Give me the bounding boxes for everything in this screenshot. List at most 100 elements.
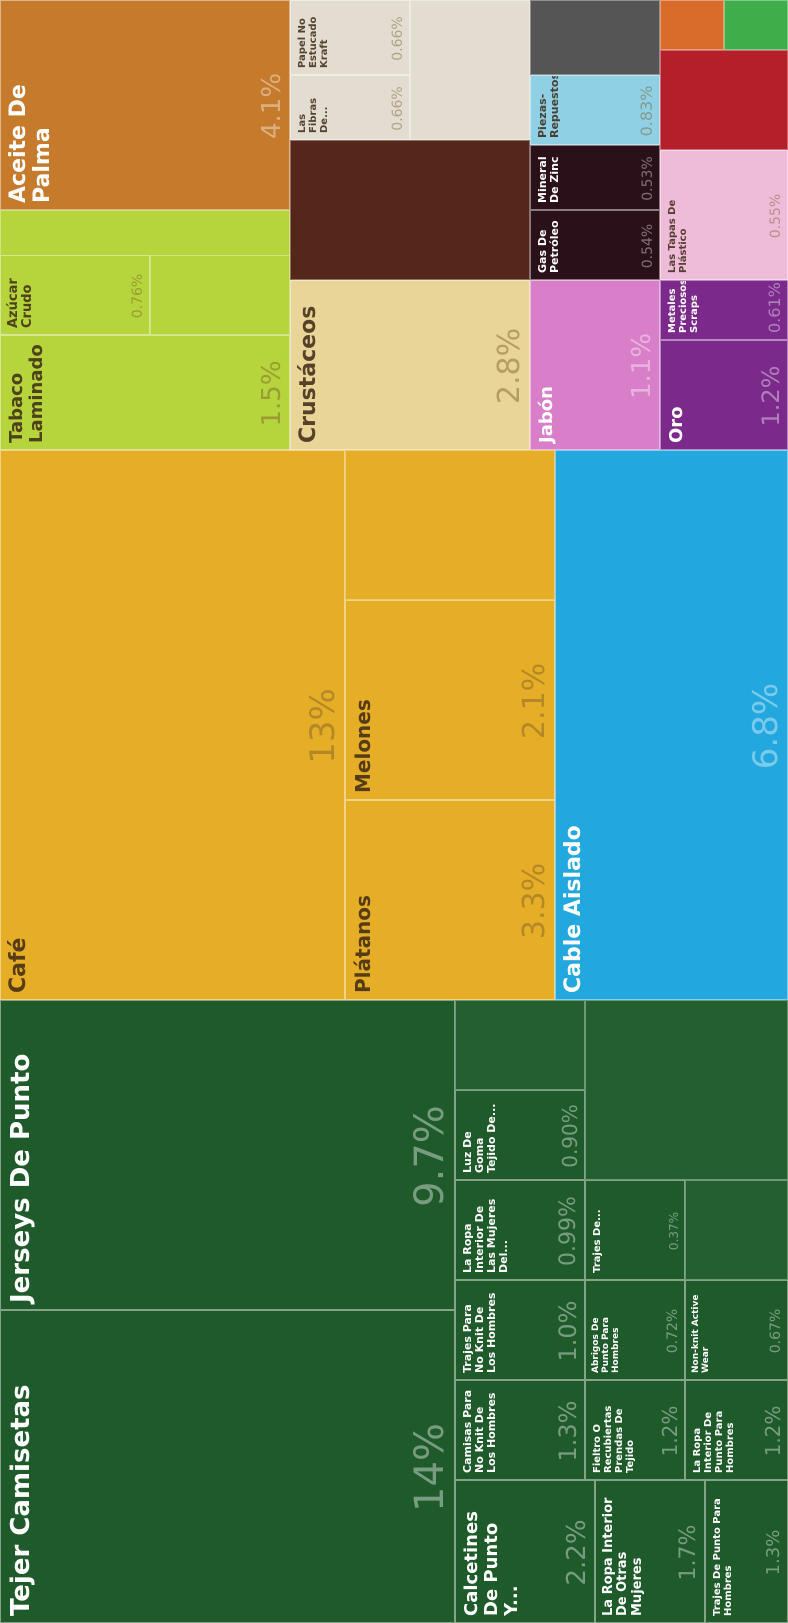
tile-label: Cable Aislado — [561, 825, 586, 993]
tile: Jabón 1.1% — [530, 280, 660, 450]
tile-label: Mineral De Zinc — [536, 156, 562, 203]
tile-frame: Trajes De Punto Para Hombres 1.3% — [706, 1481, 787, 1622]
tile-frame: Tejer Camisetas 14% — [1, 1311, 454, 1622]
tile-frame: Luz De Goma Tejido De... 0.90% — [456, 1091, 584, 1179]
tile-value: 0.72% — [665, 1308, 681, 1354]
tile: Plátanos 3.3% — [345, 800, 555, 1000]
tile-value: 1.5% — [257, 360, 287, 427]
tile-label: Azúcar Crudo — [6, 278, 36, 328]
tile-label: Piezas-Repuestos — [536, 75, 562, 138]
tile: Papel No Estucado Kraft 0.66% — [290, 0, 410, 75]
tile: Calcetines De Punto Y... 2.2% — [455, 1480, 595, 1623]
tile-value: 1.7% — [676, 1524, 701, 1581]
tile-value: 2.1% — [517, 662, 552, 740]
tile-label: Aceite De Palma — [6, 84, 56, 203]
tile-value: 0.55% — [768, 193, 784, 239]
tile: Abrigos De Punto Para Hombres 0.72% — [585, 1280, 685, 1380]
tile-filler — [685, 1180, 788, 1280]
tile-filler — [410, 0, 530, 140]
tile-value: 9.7% — [407, 1105, 453, 1207]
tile-value: 0.61% — [765, 282, 784, 333]
tile-frame: Abrigos De Punto Para Hombres 0.72% — [586, 1281, 684, 1379]
tile-frame: Las Tapas De Plástico 0.55% — [661, 151, 787, 279]
tile-label: Abrigos De Punto Para Hombres — [591, 1317, 621, 1373]
tile: Tejer Camisetas 14% — [0, 1310, 455, 1623]
tile: Café 13% — [0, 450, 345, 1000]
tile-label: La Ropa Interior De Otras Mujeres — [601, 1497, 645, 1616]
tile-frame: Crustáceos 2.8% — [291, 281, 529, 449]
tile-label: Trajes De... — [592, 1209, 603, 1273]
tile-frame: Gas De Petróleo 0.54% — [531, 211, 659, 279]
tile-frame: Piezas-Repuestos 0.83% — [531, 75, 659, 144]
tile-value: 0.54% — [640, 223, 656, 269]
tile-frame: La Ropa Interior De Punto Para Hombres 1.… — [686, 1381, 787, 1479]
tile-label: Calcetines De Punto Y... — [461, 1511, 522, 1616]
tile: Melones 2.1% — [345, 600, 555, 800]
tile-filler — [455, 1000, 585, 1090]
tile-label: Jerseys De Punto — [6, 1053, 36, 1303]
tile-label: Las Fibras De... — [297, 97, 330, 133]
tile: Camisas Para No Knit De Los Hombres 1.3% — [455, 1380, 585, 1480]
tile: La Ropa Interior De Las Mujeres Del... 0.… — [455, 1180, 585, 1280]
tile-frame: Jerseys De Punto 9.7% — [1, 1001, 454, 1309]
tile: Oro 1.2% — [660, 340, 788, 450]
tile-value: 1.3% — [554, 1400, 582, 1462]
tile-label: Crustáceos — [296, 305, 321, 443]
tile-label: Camisas Para No Knit De Los Hombres — [461, 1389, 499, 1473]
tile-filler — [585, 1000, 788, 1180]
tile-frame: Camisas Para No Knit De Los Hombres 1.3% — [456, 1381, 584, 1479]
tile-frame: Oro 1.2% — [661, 341, 787, 449]
tile-frame: La Ropa Interior De Otras Mujeres 1.7% — [596, 1481, 704, 1622]
tile: Las Tapas De Plástico 0.55% — [660, 150, 788, 280]
tile-label: Trajes Para No Knit De Los Hombres — [461, 1292, 499, 1373]
tile: La Ropa Interior De Otras Mujeres 1.7% — [595, 1480, 705, 1623]
tile: Trajes De... 0.37% — [585, 1180, 685, 1280]
tile-value: 13% — [303, 688, 343, 764]
tile-label: Las Tapas De Plástico — [667, 199, 689, 273]
tile: Trajes De Punto Para Hombres 1.3% — [705, 1480, 788, 1623]
tile-frame: Café 13% — [1, 451, 344, 999]
tile-label: Jabón — [536, 386, 557, 443]
tile-frame: Non-knit Active Wear 0.67% — [686, 1281, 787, 1379]
tile-label: Luz De Goma Tejido De... — [461, 1103, 499, 1173]
tile-value: 1.2% — [757, 365, 785, 427]
tile-frame: Plátanos 3.3% — [346, 801, 554, 999]
tile: La Ropa Interior De Punto Para Hombres 1.… — [685, 1380, 788, 1480]
tile: Cable Aislado 6.8% — [555, 450, 788, 1000]
tile-value: 0.99% — [556, 1196, 581, 1266]
tile: Tabaco Laminado 1.5% — [0, 335, 290, 450]
tile-filler — [290, 140, 530, 280]
tile-frame: Fieltro O Recubiertas Prendas De Tejido 1… — [586, 1381, 684, 1479]
tile-frame: Trajes De... 0.37% — [586, 1181, 684, 1279]
tile-frame: Trajes Para No Knit De Los Hombres 1.0% — [456, 1281, 584, 1379]
tile-filler — [345, 450, 555, 600]
tile-frame: Azúcar Crudo 0.76% — [1, 256, 149, 334]
tile: Fieltro O Recubiertas Prendas De Tejido 1… — [585, 1380, 685, 1480]
tile: Metales Preciosos Scraps 0.61% — [660, 280, 788, 340]
tile-label: Papel No Estucado Kraft — [297, 16, 330, 68]
tile: Luz De Goma Tejido De... 0.90% — [455, 1090, 585, 1180]
tile-frame: La Ropa Interior De Las Mujeres Del... 0.… — [456, 1181, 584, 1279]
tile-value: 1.2% — [658, 1405, 682, 1457]
tile-label: Oro — [666, 406, 687, 443]
tile-value: 0.83% — [637, 85, 656, 137]
tile-filler — [530, 0, 660, 75]
tile-frame: Aceite De Palma 4.1% — [1, 1, 289, 209]
tile-frame: Papel No Estucado Kraft 0.66% — [291, 1, 409, 74]
tile-label: Non-knit Active Wear — [691, 1294, 711, 1373]
tile-value: 0.53% — [640, 156, 656, 201]
tile-frame: Mineral De Zinc 0.53% — [531, 146, 659, 209]
tile-value: 14% — [407, 1423, 453, 1512]
tile: Trajes Para No Knit De Los Hombres 1.0% — [455, 1280, 585, 1380]
tile-value: 0.66% — [390, 16, 406, 61]
tile-label: Fieltro O Recubiertas Prendas De Tejido — [592, 1405, 636, 1473]
tile-value: 0.66% — [390, 86, 406, 131]
tile-value: 0.37% — [667, 1211, 681, 1251]
tile-value: 1.1% — [627, 332, 657, 400]
tile: Non-knit Active Wear 0.67% — [685, 1280, 788, 1380]
tile: Aceite De Palma 4.1% — [0, 0, 290, 210]
tile-label: Melones — [351, 699, 375, 793]
tile: Gas De Petróleo 0.54% — [530, 210, 660, 280]
tile-filler — [724, 0, 788, 50]
